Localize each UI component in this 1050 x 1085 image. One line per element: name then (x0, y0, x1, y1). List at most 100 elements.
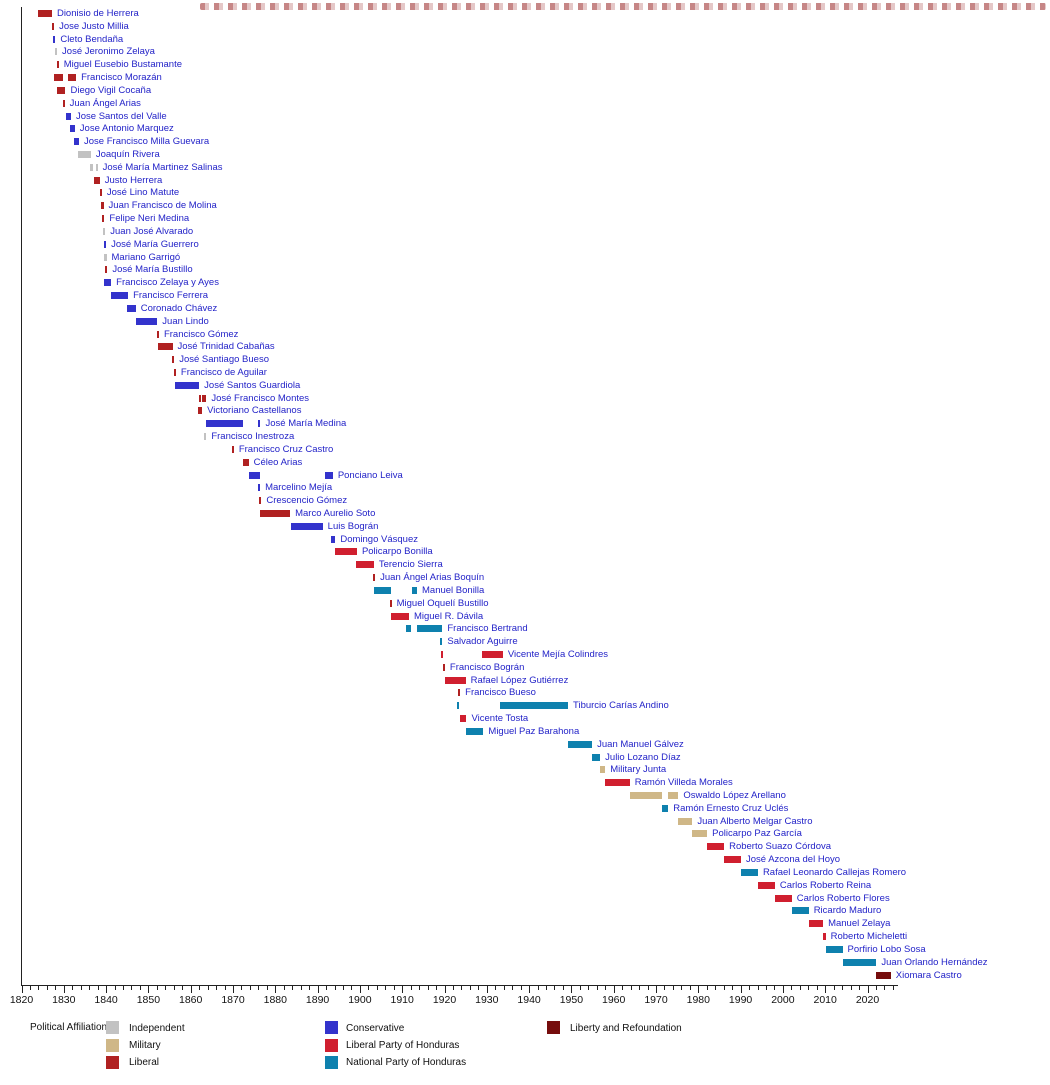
axis-minor-tick (647, 986, 649, 990)
y-axis-line (21, 7, 22, 986)
axis-minor-tick (791, 986, 793, 990)
axis-minor-tick (732, 986, 734, 990)
person-term-bar (417, 625, 443, 633)
axis-minor-tick (419, 986, 421, 990)
axis-minor-tick (875, 986, 877, 990)
person-name-label: Military Junta (610, 764, 667, 776)
person-term-bar (335, 548, 357, 556)
axis-tick-label: 1820 (9, 994, 34, 1006)
axis-major-tick (317, 986, 319, 993)
person-name-label: Porfirio Lobo Sosa (847, 943, 926, 955)
person-term-bar (101, 202, 104, 210)
person-name-label: Crescencio Gómez (266, 495, 348, 507)
person-name-label: Victoriano Castellanos (207, 405, 302, 417)
person-name-label: Mariano Garrigó (111, 251, 181, 263)
person-term-bar (825, 945, 843, 953)
axis-minor-tick (283, 986, 285, 990)
person-name-label: Ponciano Leiva (337, 469, 403, 481)
person-name-label: Terencio Sierra (378, 559, 443, 571)
person-name-label: Jose Santos del Valle (75, 110, 167, 122)
axis-tick-label: 1890 (305, 994, 330, 1006)
legend-label-independent: Independent (129, 1022, 185, 1034)
axis-minor-tick (385, 986, 387, 990)
axis-minor-tick (368, 986, 370, 990)
person-name-label: Francisco Morazán (81, 72, 162, 84)
person-name-label: Manuel Bonilla (422, 584, 485, 596)
axis-tick-label: 2010 (813, 994, 837, 1006)
person-term-bar (197, 407, 203, 415)
axis-major-tick (698, 986, 700, 993)
axis-minor-tick (605, 986, 607, 990)
axis-major-tick (148, 986, 150, 993)
person-name-label: Rafael López Gutiérrez (470, 674, 569, 686)
person-name-label: Roberto Micheletti (830, 931, 908, 943)
person-name-label: Francisco Inestroza (211, 431, 295, 443)
legend-swatch-national (325, 1055, 338, 1069)
person-term-bar (842, 958, 877, 966)
person-name-label: Miguel Paz Barahona (488, 725, 580, 737)
person-name-label: Ramón Villeda Morales (634, 777, 733, 789)
axis-minor-tick (452, 986, 454, 990)
person-name-label: Dionisio de Herrera (56, 8, 139, 19)
axis-tick-label: 1840 (94, 994, 118, 1006)
person-name-label: Juan Manuel Gálvez (597, 738, 684, 750)
person-name-label: José Santiago Bueso (179, 354, 269, 366)
person-term-bar (126, 304, 136, 312)
person-term-bar (53, 35, 56, 43)
axis-minor-tick (199, 986, 201, 990)
axis-minor-tick (266, 986, 268, 990)
person-term-bar (51, 22, 55, 30)
axis-minor-tick (258, 986, 260, 990)
person-name-label: Oswaldo López Arellano (683, 790, 786, 802)
axis-minor-tick (672, 986, 674, 990)
person-term-bar (111, 292, 129, 300)
axis-minor-tick (436, 986, 438, 990)
axis-minor-tick (216, 986, 218, 990)
legend-label-libre: Liberty and Refoundation (570, 1022, 682, 1034)
axis-minor-tick (46, 986, 48, 990)
axis-tick-label: 1920 (432, 994, 457, 1006)
axis-major-tick (233, 986, 234, 993)
person-name-label: Juan José Alvarado (110, 225, 194, 237)
axis-minor-tick (765, 986, 767, 990)
person-name-label: Roberto Suazo Córdova (729, 841, 832, 853)
person-term-bar (68, 74, 77, 82)
person-name-label: José Jeronimo Zelaya (62, 46, 155, 58)
person-name-label: Policarpo Paz García (712, 828, 802, 840)
person-term-bar (389, 599, 392, 607)
axis-minor-tick (80, 986, 82, 990)
person-term-bar (661, 804, 669, 812)
person-term-bar (103, 279, 112, 287)
person-name-label: Cleto Bendaña (60, 33, 124, 45)
axis-minor-tick (816, 986, 818, 990)
axis-minor-tick (562, 986, 564, 990)
person-name-label: Rafael Leonardo Callejas Romero (762, 866, 907, 878)
person-name-label: Miguel Eusebio Bustamante (63, 59, 183, 71)
person-name-label: Jose Antonio Marquez (79, 123, 174, 135)
axis-minor-tick (859, 986, 861, 990)
axis-minor-tick (554, 986, 556, 990)
axis-minor-tick (681, 986, 683, 990)
person-term-bar (204, 433, 207, 441)
person-term-bar (99, 189, 102, 197)
person-term-bar (102, 215, 105, 223)
axis-minor-tick (715, 986, 717, 990)
person-term-bar (62, 99, 65, 107)
person-name-label: José María Bustillo (112, 264, 193, 276)
axis-major-tick (486, 986, 488, 993)
person-name-label: Salvador Aguirre (447, 636, 518, 648)
axis-tick-label: 1950 (559, 994, 584, 1006)
axis-minor-tick (579, 986, 581, 990)
legend-swatch-military (106, 1038, 119, 1052)
axis-minor-tick (334, 986, 336, 990)
axis-minor-tick (774, 986, 776, 990)
person-name-label: Joaquín Rivera (95, 149, 160, 161)
person-term-bar (90, 163, 93, 171)
axis-minor-tick (639, 986, 641, 990)
person-term-bar (724, 856, 741, 864)
person-term-bar (741, 868, 758, 876)
legend-label-liberal: Liberal (129, 1057, 160, 1068)
person-term-bar (104, 253, 107, 261)
person-term-bar (692, 830, 708, 838)
axis-tick-label: 1910 (390, 994, 414, 1006)
